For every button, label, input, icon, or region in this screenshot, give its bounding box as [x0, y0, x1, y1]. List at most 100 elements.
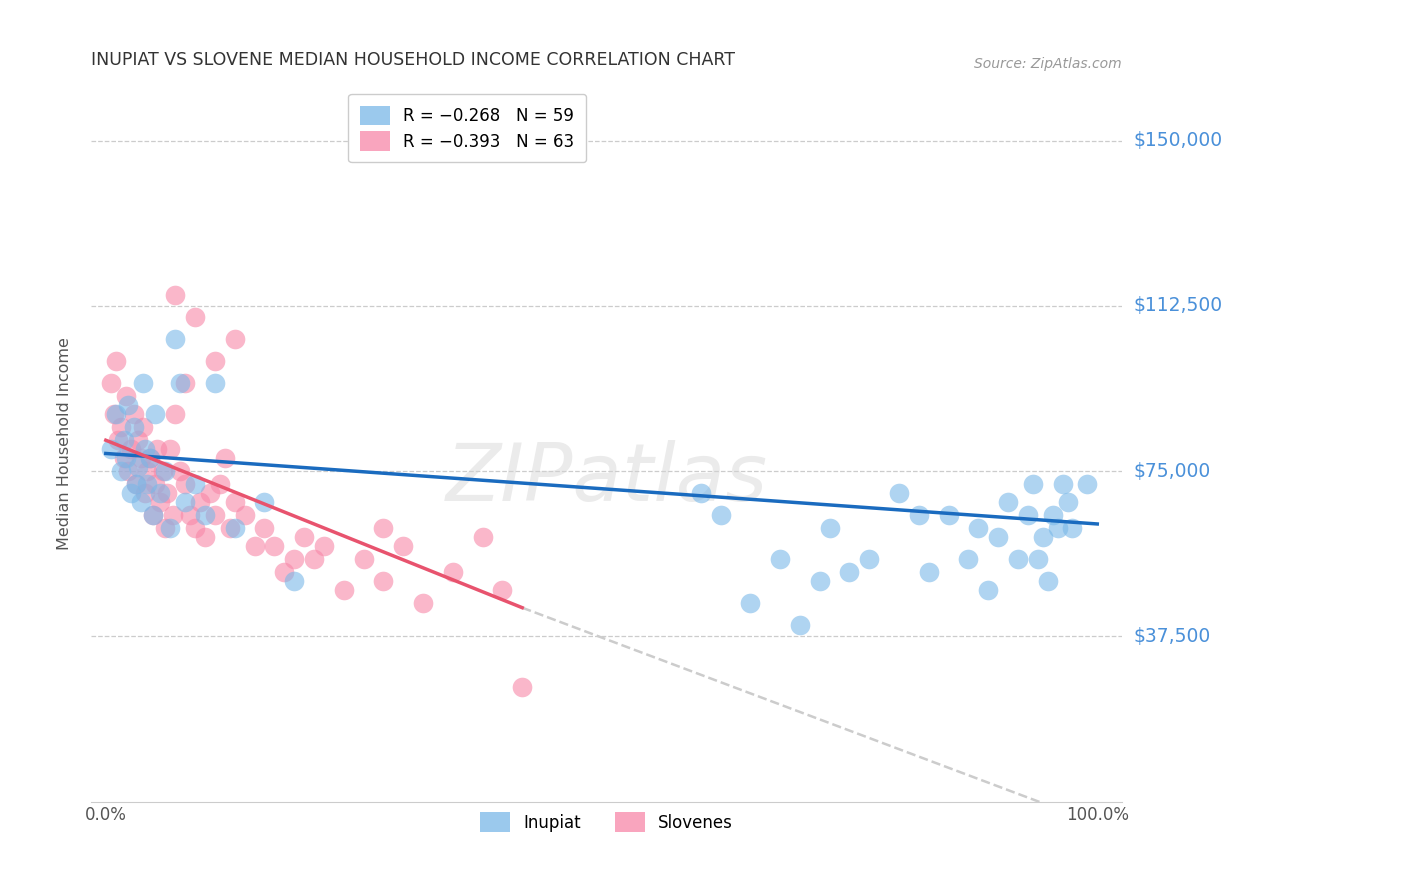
Point [198, 486, 221, 500]
Legend: Inupiat, Slovenes: Inupiat, Slovenes [468, 801, 744, 843]
Point [169, 376, 191, 390]
Point [112, 450, 135, 465]
Point [1052, 477, 1074, 491]
Text: $150,000: $150,000 [1133, 131, 1222, 150]
Point [1046, 521, 1069, 535]
Point [136, 477, 159, 491]
Point [145, 477, 167, 491]
Point [152, 464, 174, 478]
Point [194, 530, 217, 544]
Point [918, 566, 941, 580]
Point [218, 521, 240, 535]
Point [134, 442, 156, 456]
Point [120, 486, 142, 500]
Point [224, 521, 246, 535]
Point [1062, 521, 1084, 535]
Point [987, 530, 1010, 544]
Point [332, 583, 354, 598]
Point [129, 495, 152, 509]
Point [142, 508, 165, 523]
Text: INUPIAT VS SLOVENE MEDIAN HOUSEHOLD INCOME CORRELATION CHART: INUPIAT VS SLOVENE MEDIAN HOUSEHOLD INCO… [91, 51, 735, 69]
Point [253, 495, 276, 509]
Point [114, 450, 136, 465]
Point [120, 442, 142, 456]
Point [1026, 552, 1049, 566]
Point [392, 539, 415, 553]
Point [510, 680, 533, 694]
Point [114, 389, 136, 403]
Point [1056, 495, 1078, 509]
Point [100, 376, 122, 390]
Point [938, 508, 960, 523]
Point [208, 477, 231, 491]
Point [122, 407, 145, 421]
Point [412, 596, 434, 610]
Point [273, 566, 295, 580]
Point [373, 521, 395, 535]
Point [129, 450, 152, 465]
Point [907, 508, 929, 523]
Point [838, 566, 860, 580]
Point [159, 442, 181, 456]
Point [491, 583, 513, 598]
Point [471, 530, 494, 544]
Point [204, 508, 226, 523]
Text: $75,000: $75,000 [1133, 461, 1211, 481]
Point [169, 464, 191, 478]
Point [155, 464, 177, 478]
Point [174, 495, 197, 509]
Point [243, 539, 266, 553]
Point [997, 495, 1019, 509]
Point [1017, 508, 1039, 523]
Point [122, 420, 145, 434]
Point [1076, 477, 1098, 491]
Point [887, 486, 910, 500]
Point [233, 508, 256, 523]
Point [146, 442, 169, 456]
Point [312, 539, 335, 553]
Point [1007, 552, 1029, 566]
Point [184, 521, 207, 535]
Point [165, 332, 187, 346]
Point [139, 450, 162, 465]
Point [112, 434, 135, 448]
Point [134, 486, 156, 500]
Point [142, 508, 165, 523]
Point [709, 508, 731, 523]
Point [145, 407, 167, 421]
Point [184, 477, 207, 491]
Point [159, 521, 181, 535]
Text: ZIPatlas: ZIPatlas [446, 441, 768, 518]
Point [162, 508, 184, 523]
Y-axis label: Median Household Income: Median Household Income [58, 337, 72, 550]
Point [127, 459, 149, 474]
Point [100, 442, 122, 456]
Point [1036, 574, 1059, 589]
Point [124, 477, 146, 491]
Point [132, 376, 155, 390]
Point [132, 420, 155, 434]
Point [174, 376, 197, 390]
Point [1042, 508, 1064, 523]
Point [149, 495, 172, 509]
Point [253, 521, 276, 535]
Point [165, 407, 187, 421]
Point [283, 574, 305, 589]
Point [204, 354, 226, 368]
Text: Source: ZipAtlas.com: Source: ZipAtlas.com [974, 57, 1122, 71]
Point [136, 464, 159, 478]
Point [263, 539, 285, 553]
Point [103, 407, 125, 421]
Point [104, 354, 127, 368]
Point [292, 530, 315, 544]
Text: $112,500: $112,500 [1133, 296, 1222, 316]
Point [117, 398, 139, 412]
Point [789, 618, 811, 632]
Point [977, 583, 1000, 598]
Point [188, 495, 211, 509]
Point [808, 574, 831, 589]
Point [224, 495, 246, 509]
Point [740, 596, 762, 610]
Point [104, 407, 127, 421]
Point [373, 574, 395, 589]
